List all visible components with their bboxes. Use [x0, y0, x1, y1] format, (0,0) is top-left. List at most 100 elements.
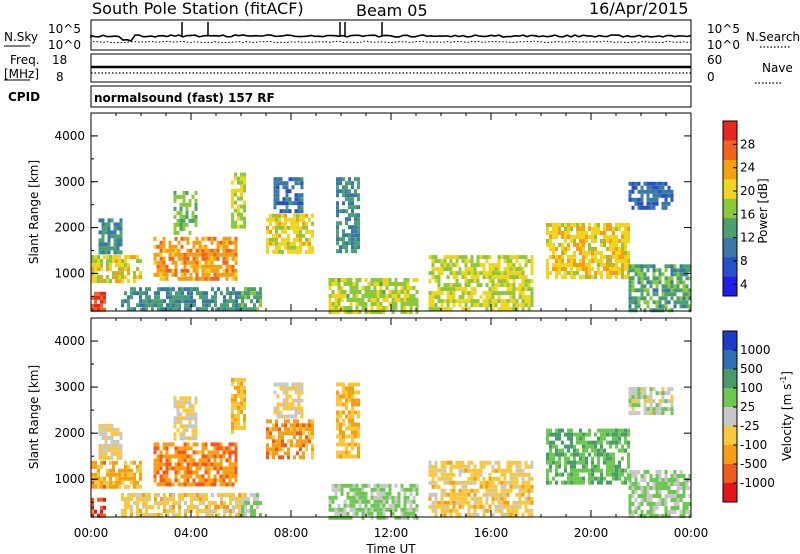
power-cell: [172, 287, 175, 292]
nsky-tick-high: 10^5: [48, 22, 81, 36]
power-cell: [351, 193, 354, 198]
power-cell: [351, 197, 354, 202]
power-cell: [400, 290, 404, 294]
power-cell: [428, 303, 432, 308]
power-cell: [183, 276, 187, 281]
velocity-cell: [518, 492, 522, 497]
power-cell: [119, 218, 123, 223]
velocity-cell: [476, 468, 480, 473]
velocity-cell: [229, 509, 232, 513]
power-cell: [184, 307, 187, 312]
velocity-cell: [160, 497, 163, 501]
power-cell: [345, 241, 348, 246]
velocity-cell: [673, 474, 677, 478]
power-cell: [403, 286, 407, 290]
power-cell: [428, 271, 432, 276]
velocity-cell: [188, 396, 192, 401]
power-cell: [476, 279, 480, 284]
power-cell: [219, 244, 223, 249]
power-cell: [518, 283, 522, 288]
velocity-cell: [591, 476, 594, 481]
velocity-cell: [190, 505, 193, 509]
velocity-cell: [169, 497, 172, 501]
power-cell: [518, 267, 522, 272]
velocity-cell: [287, 439, 290, 444]
power-cell: [491, 283, 495, 288]
velocity-cell: [208, 513, 211, 517]
power-cell: [434, 259, 438, 264]
power-cell: [351, 185, 354, 190]
velocity-cell: [182, 400, 186, 405]
power-cell: [518, 303, 522, 308]
velocity-colorbar-segment: [723, 426, 737, 446]
power-cell: [670, 272, 674, 277]
velocity-cell: [606, 460, 609, 465]
velocity-ytick-label: 3000: [54, 380, 85, 394]
power-cell: [446, 267, 450, 272]
velocity-cell: [576, 448, 579, 453]
velocity-cell: [231, 482, 235, 487]
power-cell: [354, 213, 357, 218]
velocity-cell: [357, 450, 360, 455]
velocity-cell: [302, 451, 305, 456]
velocity-cell: [576, 476, 579, 481]
velocity-cell: [139, 460, 142, 465]
power-cell: [576, 235, 579, 239]
velocity-cell: [213, 478, 217, 483]
power-cell: [573, 243, 576, 247]
velocity-cell: [664, 510, 668, 514]
power-cell: [467, 271, 471, 276]
power-cell: [225, 240, 229, 245]
velocity-cell: [449, 500, 453, 505]
power-cell: [673, 268, 677, 273]
velocity-cell: [336, 426, 339, 431]
velocity-cell: [473, 464, 477, 469]
power-cell: [579, 235, 582, 239]
velocity-cell: [640, 498, 644, 502]
velocity-cell: [597, 480, 600, 485]
power-cell: [162, 244, 166, 249]
velocity-cell: [473, 472, 477, 477]
power-cell: [603, 231, 606, 235]
power-cell: [299, 245, 302, 250]
velocity-cell: [183, 474, 187, 479]
velocity-cell: [231, 474, 235, 479]
power-cell: [552, 255, 555, 259]
power-cell: [234, 192, 237, 197]
power-cell: [509, 295, 513, 300]
velocity-cell: [198, 478, 202, 483]
velocity-cell: [676, 486, 680, 490]
power-cell: [156, 260, 160, 265]
power-cell: [168, 248, 172, 253]
power-cell: [437, 307, 441, 312]
velocity-cell: [119, 435, 123, 440]
velocity-cell: [172, 493, 175, 497]
power-cell: [308, 245, 311, 250]
velocity-cell: [667, 478, 671, 482]
power-cell: [345, 189, 348, 194]
power-cell: [133, 275, 136, 280]
velocity-cell: [91, 464, 94, 469]
velocity-cell: [191, 424, 195, 429]
power-cell: [437, 275, 441, 280]
power-cell: [336, 205, 339, 210]
velocity-cell: [240, 385, 243, 390]
power-cell: [223, 295, 226, 300]
velocity-cell: [494, 468, 498, 473]
velocity-cell: [473, 496, 477, 501]
velocity-cell: [165, 474, 169, 479]
power-cell: [109, 267, 112, 272]
velocity-cell: [609, 456, 612, 461]
velocity-cell: [285, 414, 289, 419]
velocity-cell: [358, 487, 362, 492]
velocity-cell: [670, 482, 674, 486]
power-cell: [461, 287, 465, 292]
velocity-cell: [379, 495, 383, 500]
velocity-cell: [655, 403, 659, 408]
velocity-cell: [643, 470, 647, 474]
velocity-cell: [406, 511, 410, 516]
velocity-cell: [637, 506, 641, 510]
velocity-cell: [162, 454, 166, 459]
power-cell: [615, 267, 618, 271]
power-cell: [300, 197, 304, 202]
